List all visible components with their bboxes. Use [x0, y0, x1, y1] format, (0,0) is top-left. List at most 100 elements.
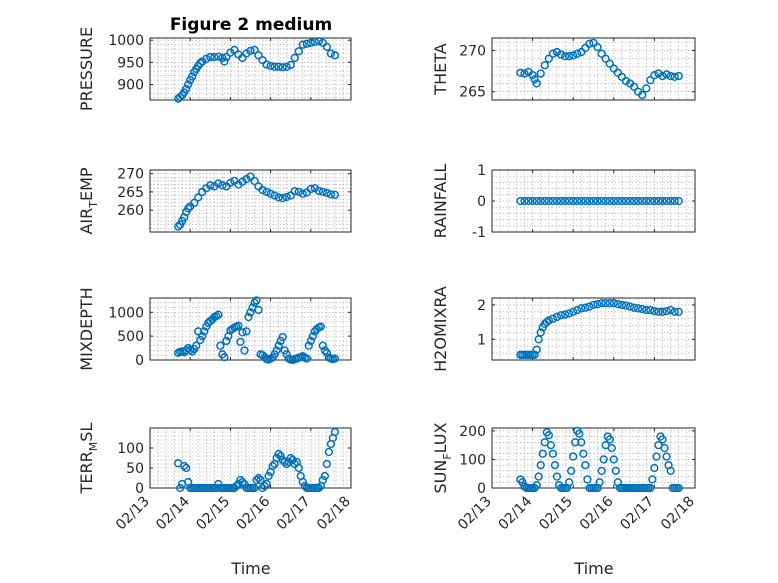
panel-8-data-point	[567, 466, 576, 476]
panel-1-ytick-label: 1000	[108, 33, 144, 49]
panel-4-data-point	[560, 196, 570, 206]
panel-3-ylabel-rest: EMP	[77, 167, 96, 201]
panel-7-data-point	[182, 463, 191, 473]
panel-4-data-point	[597, 196, 606, 206]
figure-title: Figure 2 medium	[170, 15, 332, 35]
panel-5-data-point	[330, 354, 340, 363]
panel-6-data-point	[621, 301, 631, 310]
panel-5-data-point	[320, 346, 330, 355]
panel-6-data-point	[658, 307, 667, 316]
panel-8-ytick-label: 100	[459, 452, 486, 468]
panel-1-data-point	[302, 39, 311, 48]
panel-7-data-point	[252, 475, 261, 485]
panel-4-data-point	[577, 196, 586, 206]
panel-7-data-point	[212, 483, 221, 493]
panel-1-ytick-label: 950	[117, 55, 144, 71]
panel-6-data-point	[662, 306, 671, 316]
panel-8-xtick-label: 02/14	[496, 493, 536, 533]
panel-1-axes-box	[149, 37, 352, 101]
panel-1-data-point	[306, 38, 315, 48]
panel-3-data-point	[314, 186, 323, 195]
panel-4-data-point	[528, 196, 537, 206]
panel-1-data-point	[322, 42, 332, 52]
panel-4-data-point	[629, 196, 639, 206]
panel-6-data-point	[573, 305, 582, 315]
x-axis-label-right: Time	[573, 559, 613, 578]
panel-8-data-point	[666, 466, 675, 476]
panel-8-data-point	[674, 483, 683, 493]
panel-3-ylabel-main: AIR	[77, 208, 96, 235]
panel-7-data-point	[260, 481, 269, 491]
panel-6-ylabel: H2OMIXRA	[431, 286, 450, 372]
panel-2-data-point	[621, 76, 631, 86]
panel-6-data-point	[564, 309, 574, 318]
panel-6-ytick-label: 1	[477, 332, 486, 348]
panel-3-ylabel-sub: T	[87, 201, 100, 209]
panel-4-data-point	[621, 196, 631, 206]
panel-2-data-point	[670, 72, 679, 82]
panel-6-data-point	[646, 305, 655, 315]
panel-3-data-point	[326, 190, 336, 199]
panel-2-axes-box	[491, 37, 696, 101]
panel-1-data-point	[188, 72, 197, 81]
panel-3-data-point	[258, 185, 267, 195]
panel-8-data-point	[650, 463, 659, 473]
panel-4-data-point	[609, 196, 618, 206]
panel-6-data-point	[650, 306, 659, 316]
panel-6-data-point	[569, 307, 578, 316]
panel-8-ylabel-rest: LUX	[431, 422, 450, 453]
panel-5-ytick-label: 1000	[108, 305, 144, 321]
panel-2-data-point	[544, 54, 553, 63]
panel-2-data-point	[573, 49, 582, 58]
panel-8-data-point	[564, 478, 574, 487]
panel-1-data-point	[196, 59, 205, 68]
panel-7-data-point	[250, 483, 259, 493]
panel-5-data-point	[214, 310, 223, 319]
panel-6-data-point	[532, 345, 541, 354]
panel-4-data-point	[666, 196, 675, 206]
panel-3-air-temp: 260 265 270 AIRTEMP	[77, 167, 352, 235]
panel-8-data-point	[569, 452, 578, 461]
panel-7-data-point	[268, 461, 277, 471]
panel-1-ylabel: PRESSURE	[77, 27, 96, 111]
panel-4-ylabel: RAINFALL	[431, 164, 450, 239]
panel-4-data-point	[670, 196, 679, 206]
x-axis-label-left: Time	[230, 559, 270, 578]
panel-5-ytick-label: 0	[135, 353, 144, 369]
panel-5-data-point	[240, 346, 249, 355]
panel-8-data-point	[577, 438, 586, 447]
panel-5-data-point	[236, 337, 245, 347]
panel-6-data-point	[629, 303, 639, 312]
panel-4-data-point	[556, 196, 566, 206]
panel-7-data-point	[254, 473, 263, 483]
panel-5-data-point	[304, 341, 313, 350]
panel-7-axes-box	[149, 427, 352, 489]
panel-7-data-point	[180, 461, 189, 471]
panel-1-data-point	[246, 46, 255, 55]
panel-1-data-point	[250, 45, 259, 55]
panel-1-data-point	[206, 52, 215, 62]
panel-8-data-point	[581, 460, 590, 470]
panel-2-data-point	[564, 52, 574, 61]
panel-3-axes-box	[149, 169, 352, 233]
panel-4-data-point	[536, 196, 545, 206]
panel-2-data-point	[530, 75, 539, 84]
panel-6-data-point	[634, 304, 643, 313]
panel-8-data-point	[532, 480, 541, 490]
panel-8-ylabel-sub: F	[441, 453, 454, 459]
panel-6-axes-box	[491, 297, 696, 361]
panel-4-data-point	[634, 196, 643, 206]
panel-2-data-point	[613, 68, 623, 77]
panel-7-data-point	[294, 463, 303, 473]
panel-6-data-point	[556, 311, 566, 320]
panel-2-data-point	[666, 71, 675, 81]
panel-8-data-point	[538, 449, 547, 458]
panel-7-data-point	[274, 449, 283, 459]
panel-5-data-point	[272, 346, 281, 355]
panel-8-xtick-label: 02/17	[617, 494, 657, 534]
panel-4-data-point	[646, 196, 655, 206]
panel-3-data-point	[214, 179, 223, 188]
panel-7-xtick-label: 02/14	[153, 493, 193, 533]
panel-1-data-point	[310, 37, 319, 47]
panel-4-data-point	[593, 196, 602, 206]
